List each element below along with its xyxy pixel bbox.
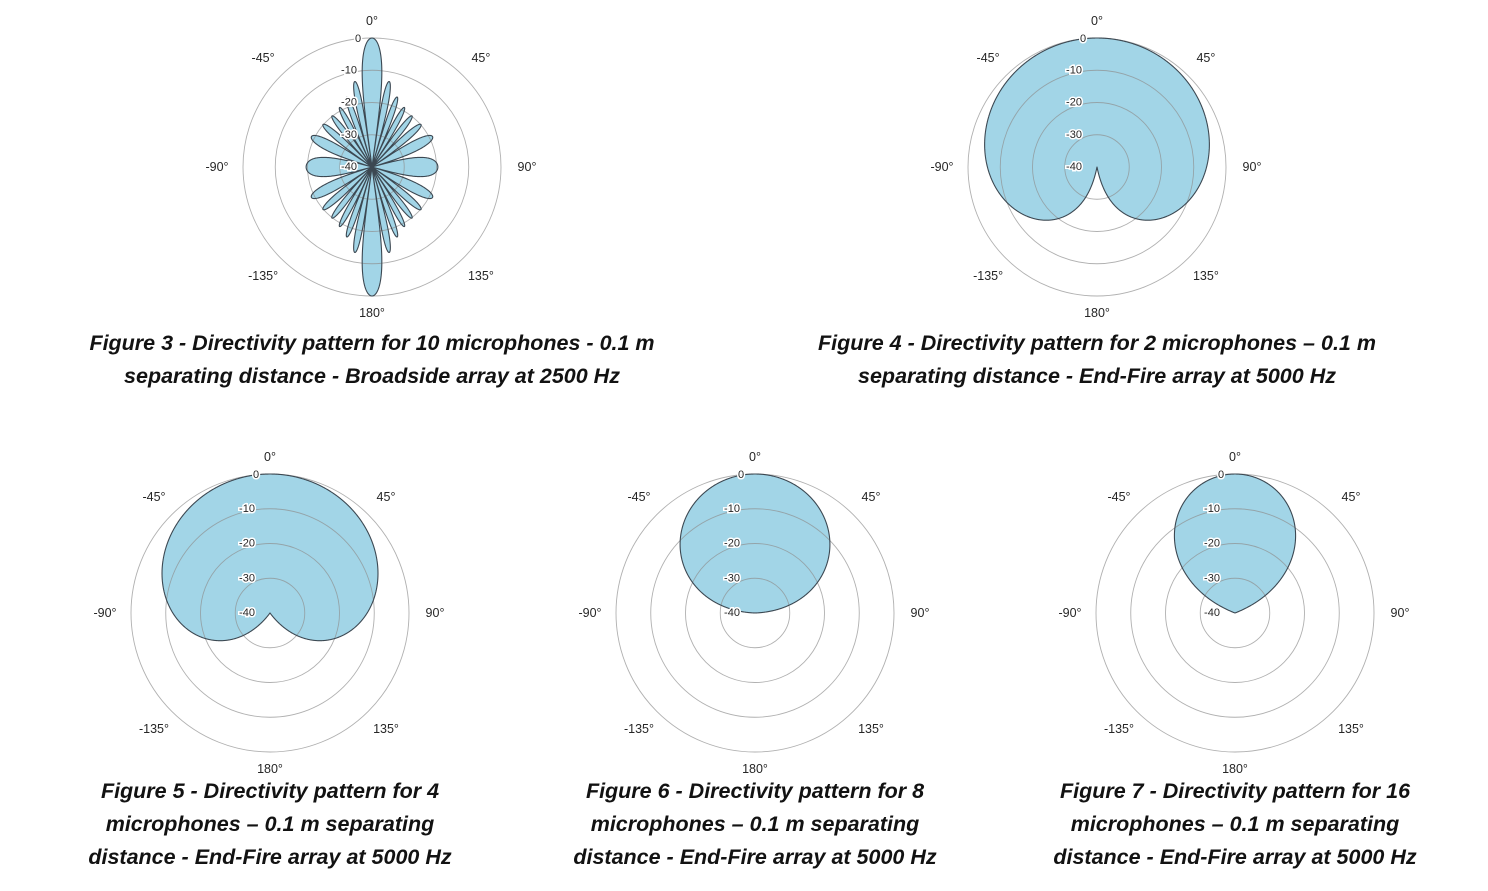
angle-tick-label: 45° bbox=[377, 490, 396, 504]
polar-grid-ring bbox=[719, 577, 791, 649]
polar-grid-ring bbox=[999, 69, 1195, 265]
polar-grid-ring bbox=[274, 69, 470, 265]
polar-grid-ring bbox=[307, 102, 437, 232]
polar-grid-ring bbox=[650, 508, 860, 718]
radial-tick-label: -40 bbox=[341, 161, 357, 173]
radial-tick-label: -30 bbox=[1204, 572, 1220, 584]
polar-grid-ring bbox=[165, 508, 375, 718]
figure-6-pattern-outline bbox=[679, 473, 831, 614]
angle-tick-label: 135° bbox=[373, 722, 399, 736]
figure-4-pattern-outline bbox=[984, 37, 1210, 221]
radial-tick-label: -10 bbox=[724, 503, 740, 515]
figure-5-pattern-outline bbox=[161, 473, 379, 642]
radial-tick-label: 0 bbox=[1080, 33, 1086, 45]
radial-tick-label: -10 bbox=[1204, 503, 1220, 515]
radial-tick-label: -30 bbox=[239, 572, 255, 584]
figure-3-caption: Figure 3 - Directivity pattern for 10 mi… bbox=[89, 331, 655, 388]
radial-tick-label: 0 bbox=[738, 469, 744, 481]
angle-tick-label: -45° bbox=[977, 51, 1000, 65]
angle-tick-label: 180° bbox=[257, 762, 283, 776]
polar-grid-ring bbox=[685, 543, 825, 683]
radial-tick-label: -20 bbox=[1066, 97, 1082, 109]
angle-tick-label: 0° bbox=[264, 450, 276, 464]
angle-tick-label: 0° bbox=[366, 14, 378, 28]
angle-tick-label: 90° bbox=[911, 606, 930, 620]
angle-tick-label: -45° bbox=[252, 51, 275, 65]
radial-tick-label: -40 bbox=[724, 607, 740, 619]
radial-tick-label: -10 bbox=[239, 503, 255, 515]
polar-grid-ring bbox=[1165, 543, 1305, 683]
figure-7-caption: Figure 7 - Directivity pattern for 16 mi… bbox=[1053, 779, 1417, 869]
angle-tick-label: 180° bbox=[1084, 306, 1110, 320]
angle-tick-label: 90° bbox=[426, 606, 445, 620]
angle-tick-label: 0° bbox=[1091, 14, 1103, 28]
figure-6-caption: Figure 6 - Directivity pattern for 8 mic… bbox=[573, 779, 937, 869]
radial-tick-label: -20 bbox=[239, 538, 255, 550]
radial-tick-label: -40 bbox=[1204, 607, 1220, 619]
polar-grid-ring bbox=[1032, 102, 1162, 232]
angle-tick-label: -90° bbox=[93, 606, 116, 620]
angle-tick-label: 45° bbox=[862, 490, 881, 504]
angle-tick-label: -90° bbox=[205, 160, 228, 174]
angle-tick-label: -90° bbox=[1058, 606, 1081, 620]
radial-tick-label: -30 bbox=[724, 572, 740, 584]
polar-grid-ring bbox=[1064, 134, 1130, 200]
angle-tick-label: 0° bbox=[1229, 450, 1241, 464]
angle-tick-label: 135° bbox=[468, 269, 494, 283]
angle-tick-label: -45° bbox=[142, 490, 165, 504]
figure-5-polar-plot: 0° 45° 90° 135° 180° -135° -90° -45° 0 -10 -20 -30 -… bbox=[93, 450, 445, 776]
figure-3-polar-plot: 0° 45° 90° 135° 180° -135° -90° -45° 0 -10 -20 -30 -… bbox=[205, 14, 537, 320]
angle-tick-label: 180° bbox=[359, 306, 385, 320]
angle-tick-label: 180° bbox=[1222, 762, 1248, 776]
polar-grid-ring bbox=[1199, 577, 1271, 649]
polar-grid-ring bbox=[1130, 508, 1340, 718]
radial-tick-label: 0 bbox=[1218, 469, 1224, 481]
figure-7-pattern-outline bbox=[1173, 473, 1297, 614]
figure-5-pattern-fill bbox=[162, 474, 378, 641]
angle-tick-label: 45° bbox=[471, 51, 490, 65]
angle-tick-label: 45° bbox=[1342, 490, 1361, 504]
angle-tick-label: 135° bbox=[1338, 722, 1364, 736]
angle-tick-label: -135° bbox=[973, 269, 1003, 283]
radial-tick-label: -30 bbox=[341, 129, 357, 141]
radial-tick-label: -20 bbox=[341, 97, 357, 109]
radial-tick-label: -40 bbox=[1066, 161, 1082, 173]
radial-tick-label: -10 bbox=[1066, 64, 1082, 76]
angle-tick-label: -90° bbox=[578, 606, 601, 620]
angle-tick-label: 90° bbox=[1243, 160, 1262, 174]
radial-tick-label: 0 bbox=[253, 469, 259, 481]
figure-4-polar-plot: 0° 45° 90° 135° 180° -135° -90° -45° 0 -10 -20 -30 -… bbox=[930, 14, 1262, 320]
angle-tick-label: 135° bbox=[1193, 269, 1219, 283]
figure-5-caption: Figure 5 - Directivity pattern for 4 mic… bbox=[88, 779, 452, 869]
angle-tick-label: -45° bbox=[627, 490, 650, 504]
angle-tick-label: -135° bbox=[1104, 722, 1134, 736]
figure-4-caption: Figure 4 - Directivity pattern for 2 mic… bbox=[818, 331, 1376, 388]
angle-tick-label: 180° bbox=[742, 762, 768, 776]
polar-grid-ring bbox=[339, 134, 405, 200]
figure-3-pattern-outline bbox=[305, 37, 439, 297]
angle-tick-label: 45° bbox=[1196, 51, 1215, 65]
polar-grid-ring bbox=[200, 543, 340, 683]
figure-6-polar-plot: 0° 45° 90° 135° 180° -135° -90° -45° 0 -10 -20 -30 -… bbox=[578, 450, 930, 776]
angle-tick-label: 90° bbox=[518, 160, 537, 174]
radial-tick-label: -20 bbox=[724, 538, 740, 550]
polar-grid-ring bbox=[234, 577, 306, 649]
angle-tick-label: -90° bbox=[930, 160, 953, 174]
radial-tick-label: 0 bbox=[355, 33, 361, 45]
radial-tick-label: -10 bbox=[341, 64, 357, 76]
figure-4-pattern-fill bbox=[984, 38, 1210, 221]
angle-tick-label: -135° bbox=[139, 722, 169, 736]
angle-tick-label: -45° bbox=[1107, 490, 1130, 504]
angle-tick-label: 90° bbox=[1391, 606, 1410, 620]
angle-tick-label: 135° bbox=[858, 722, 884, 736]
angle-tick-label: 0° bbox=[749, 450, 761, 464]
angle-tick-label: -135° bbox=[624, 722, 654, 736]
figure-7-polar-plot: 0° 45° 90° 135° 180° -135° -90° -45° 0 -10 -20 -30 -… bbox=[1058, 450, 1410, 776]
radial-tick-label: -20 bbox=[1204, 538, 1220, 550]
angle-tick-label: -135° bbox=[248, 269, 278, 283]
radial-tick-label: -30 bbox=[1066, 129, 1082, 141]
radial-tick-label: -40 bbox=[239, 607, 255, 619]
